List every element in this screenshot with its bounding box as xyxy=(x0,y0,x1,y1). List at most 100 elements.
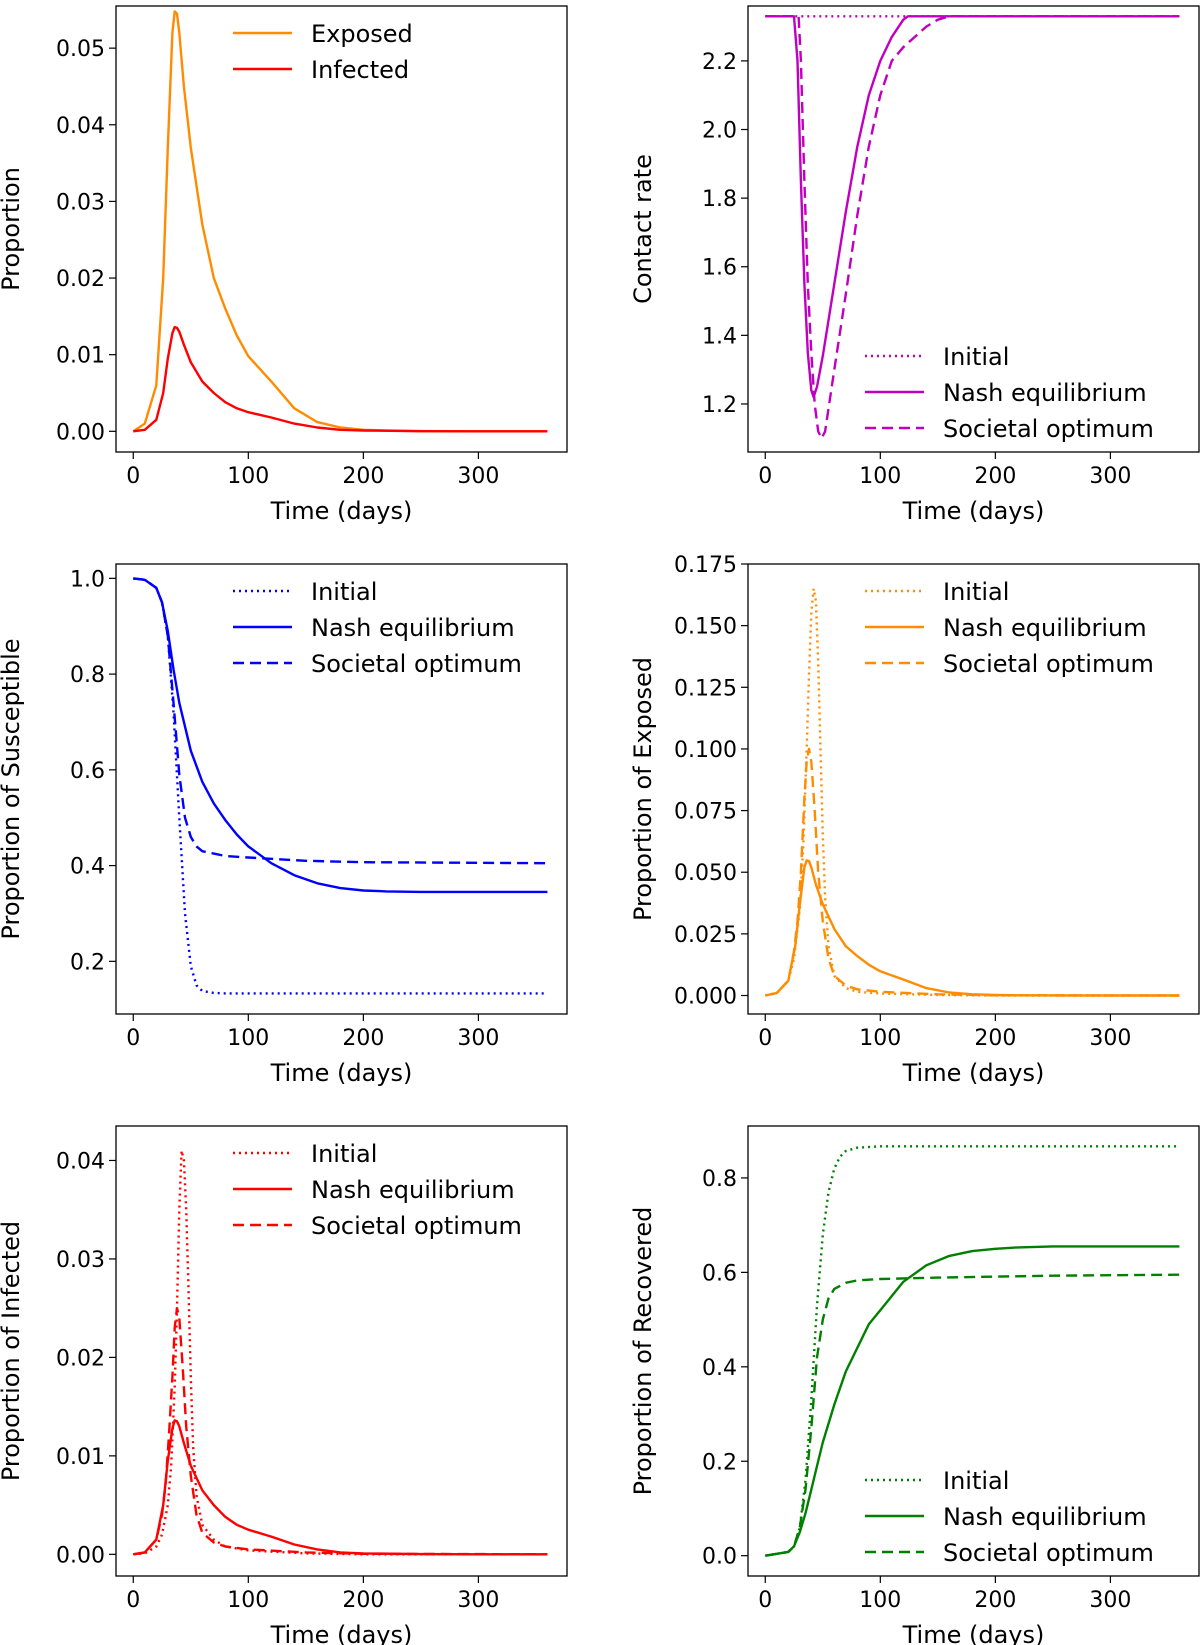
y-tick-label: 1.0 xyxy=(70,567,105,592)
chart-panel-2: 0 100 200 300 1.2 1.4 1.6 1.8 2.0 2.2 Time (days) C… xyxy=(629,5,1200,525)
y-tick-label: 0.150 xyxy=(674,615,737,640)
y-tick-label: 0.000 xyxy=(674,985,737,1010)
y-axis-label: Proportion of Recovered xyxy=(629,1207,657,1496)
x-tick-label: 300 xyxy=(1089,1588,1131,1613)
plot-area xyxy=(765,15,1180,440)
y-tick-label: 0.075 xyxy=(674,800,737,825)
x-tick-label: 100 xyxy=(859,464,901,489)
legend-label: Nash equilibrium xyxy=(943,614,1147,642)
y-tick-label: 0.6 xyxy=(702,1261,737,1286)
x-tick-label: 0 xyxy=(758,1588,772,1613)
y-tick-label: 0.02 xyxy=(56,1346,105,1371)
y-tick-label: 0.05 xyxy=(56,37,105,62)
x-tick-label: 0 xyxy=(758,1026,772,1051)
chart-panel-3: 0 100 200 300 0.2 0.4 0.6 0.8 1.0 Time (days) Prop… xyxy=(0,563,568,1087)
y-tick-label: 0.03 xyxy=(56,190,105,215)
x-tick-label: 200 xyxy=(342,1026,384,1051)
x-tick-label: 100 xyxy=(859,1588,901,1613)
x-tick-label: 200 xyxy=(342,1588,384,1613)
series-line-2 xyxy=(133,325,548,433)
x-axis-label: Time (days) xyxy=(902,1621,1045,1645)
series-line-2 xyxy=(765,859,1180,997)
x-axis-label: Time (days) xyxy=(270,1621,413,1645)
y-tick-label: 0.125 xyxy=(674,676,737,701)
plot-area xyxy=(133,1149,548,1556)
legend-label: Infected xyxy=(311,56,409,84)
y-tick-label: 0.2 xyxy=(702,1450,737,1475)
legend: Initial Nash equilibrium Societal optimum xyxy=(233,1140,522,1240)
y-tick-label: 0.01 xyxy=(56,1445,105,1470)
plot-area xyxy=(133,577,548,995)
y-tick-label: 0.4 xyxy=(702,1356,737,1381)
series-line-1 xyxy=(133,577,548,995)
y-axis-label: Proportion of Susceptible xyxy=(0,638,25,939)
series-line-2 xyxy=(133,1419,548,1556)
series-line-2 xyxy=(765,15,1180,399)
x-tick-label: 300 xyxy=(1089,464,1131,489)
y-tick-label: 1.6 xyxy=(702,256,737,281)
x-tick-label: 300 xyxy=(457,464,499,489)
x-tick-label: 100 xyxy=(227,1026,269,1051)
legend-label: Initial xyxy=(311,1140,377,1168)
y-tick-label: 0.100 xyxy=(674,738,737,763)
legend-label: Societal optimum xyxy=(943,650,1154,678)
y-axis-label: Proportion of Infected xyxy=(0,1221,25,1481)
series-line-3 xyxy=(765,1273,1180,1557)
chart-panel-1: 0 100 200 300 0.00 0.01 0.02 0.03 0.04 0.05 Time (… xyxy=(0,5,568,525)
x-axis-label: Time (days) xyxy=(902,1059,1045,1087)
x-axis-label: Time (days) xyxy=(270,1059,413,1087)
axes-frame xyxy=(115,5,568,453)
plot-area xyxy=(765,587,1180,997)
x-tick-label: 200 xyxy=(974,464,1016,489)
legend-label: Nash equilibrium xyxy=(943,379,1147,407)
series-line-1 xyxy=(765,1145,1180,1557)
y-axis-label: Proportion xyxy=(0,167,25,291)
plot-area xyxy=(765,1145,1180,1557)
y-tick-label: 0.050 xyxy=(674,861,737,886)
y-tick-label: 0.04 xyxy=(56,1149,105,1174)
series-line-3 xyxy=(133,1307,548,1556)
y-tick-label: 0.8 xyxy=(702,1167,737,1192)
x-tick-label: 300 xyxy=(1089,1026,1131,1051)
y-tick-label: 2.0 xyxy=(702,119,737,144)
y-tick-label: 1.2 xyxy=(702,393,737,418)
axes-frame xyxy=(115,563,568,1015)
x-tick-label: 300 xyxy=(457,1026,499,1051)
legend-label: Nash equilibrium xyxy=(943,1503,1147,1531)
series-line-3 xyxy=(133,577,548,865)
legend: Exposed Infected xyxy=(233,20,413,84)
legend-label: Nash equilibrium xyxy=(311,1176,515,1204)
y-tick-label: 0.01 xyxy=(56,344,105,369)
axes-frame xyxy=(115,1125,568,1577)
legend: Initial Nash equilibrium Societal optimum xyxy=(865,578,1154,678)
y-tick-label: 0.8 xyxy=(70,663,105,688)
y-tick-label: 0.2 xyxy=(70,950,105,975)
legend: Initial Nash equilibrium Societal optimum xyxy=(865,1467,1154,1567)
y-tick-label: 0.00 xyxy=(56,420,105,445)
x-tick-label: 0 xyxy=(126,1026,140,1051)
legend-label: Initial xyxy=(311,578,377,606)
legend-label: Initial xyxy=(943,343,1009,371)
x-axis-label: Time (days) xyxy=(902,497,1045,525)
y-tick-label: 0.04 xyxy=(56,114,105,139)
legend-label: Societal optimum xyxy=(943,415,1154,443)
y-axis-label: Proportion of Exposed xyxy=(629,657,657,921)
legend-label: Nash equilibrium xyxy=(311,614,515,642)
legend: Initial Nash equilibrium Societal optimum xyxy=(865,343,1154,443)
x-tick-label: 200 xyxy=(974,1026,1016,1051)
y-tick-label: 1.4 xyxy=(702,324,737,349)
y-axis-label: Contact rate xyxy=(629,154,657,304)
series-line-3 xyxy=(765,747,1180,997)
x-tick-label: 200 xyxy=(974,1588,1016,1613)
y-tick-label: 0.4 xyxy=(70,855,105,880)
axes-frame xyxy=(747,1125,1200,1577)
y-tick-label: 0.02 xyxy=(56,267,105,292)
y-tick-label: 0.03 xyxy=(56,1248,105,1273)
chart-panel-4: 0 100 200 300 0.000 0.025 0.050 0.075 0.100 0.125… xyxy=(629,553,1200,1087)
y-tick-label: 1.8 xyxy=(702,187,737,212)
x-axis-label: Time (days) xyxy=(270,497,413,525)
x-tick-label: 0 xyxy=(126,1588,140,1613)
x-tick-label: 100 xyxy=(227,1588,269,1613)
y-tick-label: 0.6 xyxy=(70,759,105,784)
